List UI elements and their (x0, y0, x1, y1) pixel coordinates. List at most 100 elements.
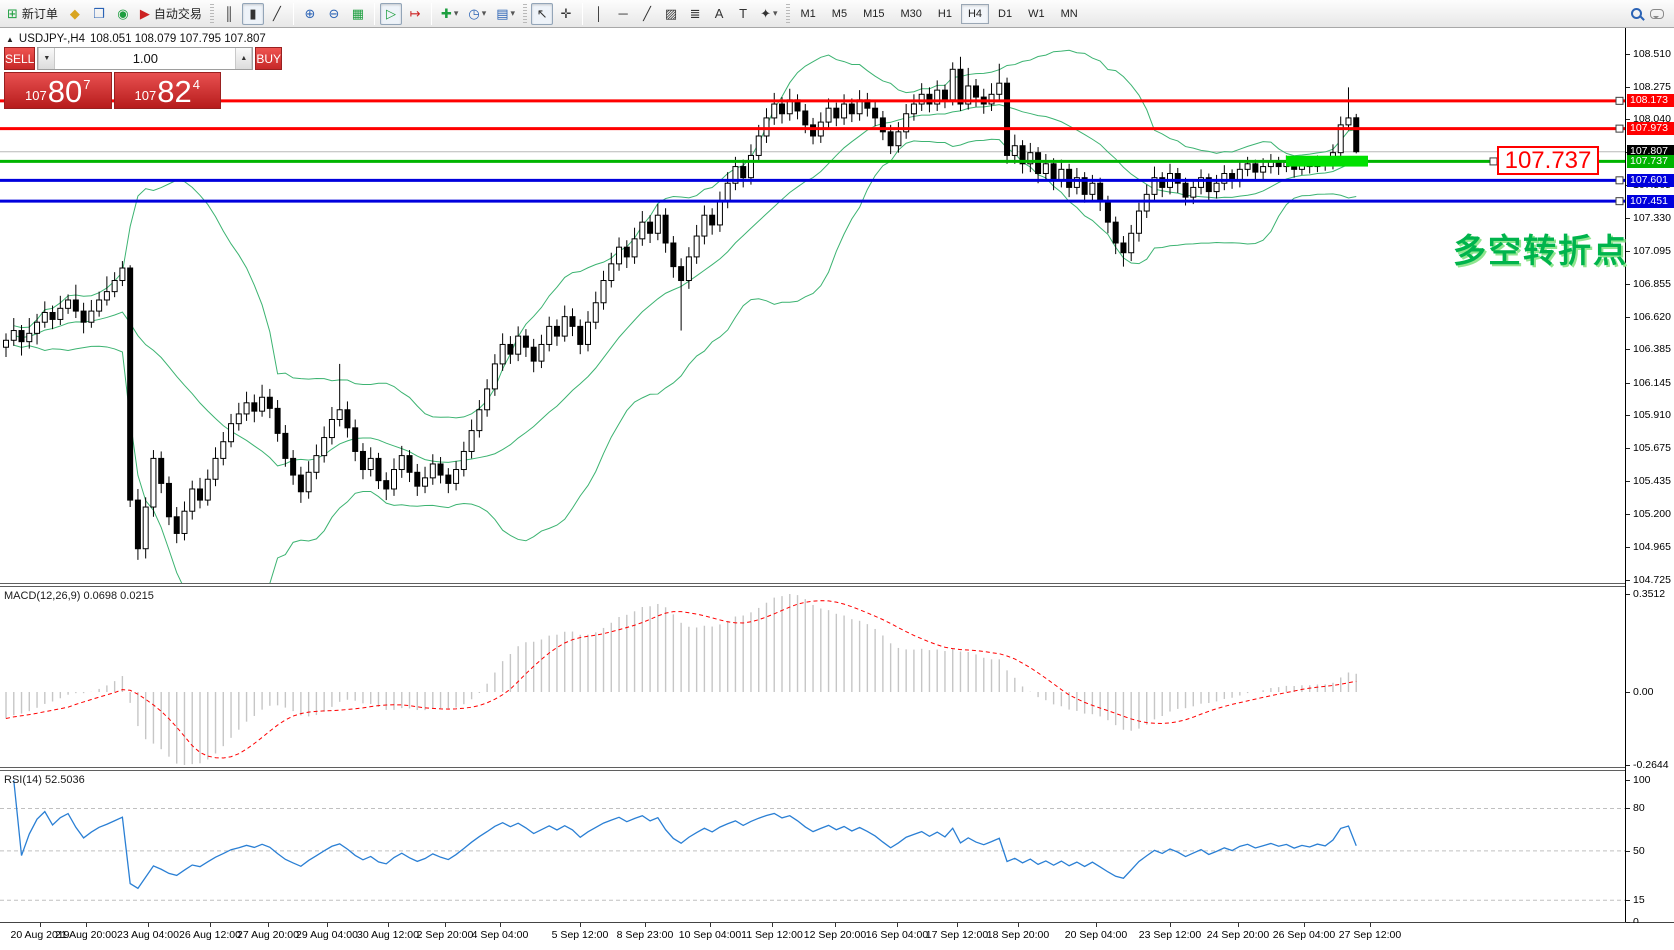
channel-tool-icon[interactable]: ▨ (664, 5, 678, 21)
chevron-down-icon: ▾ (510, 8, 516, 18)
chart-annotation-text[interactable]: 多空转折点 (1453, 232, 1628, 269)
bearish-candle-body (445, 474, 452, 484)
timeframe-m15[interactable]: M15 (863, 7, 885, 20)
time-tick-label: 23 Aug 04:00 (117, 929, 179, 941)
timeframe-m5[interactable]: M5 (831, 7, 848, 20)
chat-icon[interactable] (1650, 8, 1664, 19)
bullish-candle-body (34, 321, 41, 334)
vertical-line-tool-icon[interactable]: │ (595, 6, 604, 21)
arrows-tool-button[interactable]: ✦ ▾ (756, 3, 781, 25)
bullish-candle-body (10, 330, 17, 341)
buy-price-display[interactable]: 107 82 4 (113, 72, 221, 109)
signals-icon[interactable]: ◉ (117, 5, 129, 21)
zoom-in-icon[interactable]: ⊕ (304, 5, 316, 21)
rsi-panel-canvas[interactable] (0, 771, 1625, 922)
templates-button[interactable]: ▤ ▾ (492, 3, 519, 25)
trendline-tool-icon[interactable]: ╱ (643, 5, 651, 21)
time-tick-label: 30 Aug 12:00 (357, 929, 419, 941)
price-axis[interactable]: 108.510108.275108.040107.807107.565107.3… (1625, 28, 1674, 928)
sell-button[interactable]: SELL (4, 47, 36, 70)
cursor-tool-icon[interactable]: ↖ (531, 2, 554, 25)
bar-chart-icon[interactable]: ║ (224, 6, 234, 21)
timeframe-h1[interactable]: H1 (937, 7, 952, 20)
price-tick-label: 106.385 (1633, 343, 1671, 356)
axis-tick (1626, 921, 1630, 923)
buy-button[interactable]: BUY (255, 47, 283, 70)
macd-panel-canvas[interactable] (0, 587, 1625, 767)
terminal-icon[interactable]: ❒ (93, 5, 105, 21)
bullish-candle-body (259, 396, 266, 412)
time-tick-label: 2 Sep 20:00 (416, 929, 474, 941)
bullish-candle-body (639, 221, 646, 240)
text-tool-icon[interactable]: A (714, 6, 724, 21)
price-tick-label: 104.965 (1633, 540, 1671, 553)
bullish-candle-body (949, 68, 956, 101)
bullish-candle-body (367, 457, 374, 471)
bullish-candle-body (631, 238, 638, 258)
autoscroll-icon[interactable]: ▷ (379, 2, 402, 25)
axis-tick (1626, 86, 1630, 88)
bullish-candle-body (243, 402, 250, 415)
volume-input[interactable] (55, 48, 236, 69)
time-tick-label: 26 Sep 04:00 (1272, 929, 1336, 941)
price-tick-label: 106.145 (1633, 376, 1671, 389)
label-tool-icon[interactable]: T (739, 6, 748, 21)
fibonacci-tool-icon[interactable]: ≣ (689, 5, 701, 21)
candlestick-chart-icon[interactable]: ▮ (241, 2, 264, 25)
bullish-candle-body (142, 506, 149, 550)
bullish-candle-body (1027, 152, 1034, 165)
bullish-candle-body (515, 335, 522, 355)
bullish-candle-body (1260, 166, 1267, 173)
price-line-label: 108.173 (1627, 94, 1674, 108)
price-tick-label: 107.095 (1633, 244, 1671, 257)
chart-shift-icon[interactable]: ↦ (409, 5, 421, 21)
sell-price-display[interactable]: 107 80 7 (4, 72, 112, 109)
tile-windows-icon[interactable]: ▦ (351, 5, 365, 21)
panel-splitter[interactable] (0, 767, 1674, 771)
time-axis-tick (1018, 923, 1019, 927)
bullish-candle-body (903, 113, 910, 133)
price-chart-canvas[interactable] (0, 28, 1625, 583)
time-axis-tick (1170, 923, 1171, 927)
sell-price-big: 80 (47, 74, 83, 110)
crosshair-tool-icon[interactable]: ✛ (560, 5, 572, 21)
timeframe-h4[interactable]: H4 (960, 3, 990, 24)
bullish-candle-body (592, 302, 599, 323)
axis-tick (1626, 692, 1630, 693)
market-watch-icon[interactable]: ◆ (69, 5, 80, 21)
price-callout-label[interactable]: 107.737 (1497, 146, 1599, 175)
bullish-candle-body (1190, 186, 1197, 198)
time-axis[interactable]: 20 Aug 2019 21 Aug 20:00 23 Aug 04:00 26 Au… (0, 923, 1674, 950)
bearish-candle-body (623, 246, 630, 258)
price-tick-label: 105.910 (1633, 409, 1671, 422)
timeframe-d1[interactable]: D1 (998, 7, 1013, 20)
bearish-candle-body (344, 409, 351, 429)
indicators-button[interactable]: ✚ ▾ (437, 3, 462, 25)
bullish-candle-body (724, 182, 731, 202)
bearish-candle-body (134, 499, 141, 550)
bullish-candle-body (771, 103, 778, 119)
bollinger-upper-band (13, 49, 1357, 419)
timeframe-mn[interactable]: MN (1060, 7, 1078, 20)
periods-button[interactable]: ◷ ▾ (464, 3, 490, 25)
timeframe-m1[interactable]: M1 (800, 7, 816, 20)
timeframe-w1[interactable]: W1 (1028, 7, 1045, 20)
bearish-candle-body (72, 299, 79, 312)
bullish-candle-body (391, 469, 397, 490)
panel-splitter[interactable] (0, 583, 1674, 587)
collapse-panel-icon[interactable]: ▲ (6, 34, 14, 44)
volume-decrease-button[interactable]: ▼ (38, 48, 56, 69)
time-tick-label: 16 Sep 04:00 (865, 929, 929, 941)
bearish-candle-body (833, 107, 840, 119)
new-order-button[interactable]: ⊞ 新订单 (3, 3, 62, 25)
bearish-candle-body (530, 346, 537, 362)
zoom-out-icon[interactable]: ⊖ (328, 5, 340, 21)
volume-increase-button[interactable]: ▲ (235, 48, 253, 69)
bullish-candle-body (96, 299, 103, 312)
autotrading-button[interactable]: ▶ 自动交易 (136, 3, 206, 25)
price-line-label: 107.601 (1627, 173, 1674, 187)
timeframe-m30[interactable]: M30 (900, 7, 922, 20)
line-chart-icon[interactable]: ╱ (273, 5, 281, 21)
horizontal-line-tool-icon[interactable]: ─ (618, 6, 628, 21)
search-icon[interactable] (1631, 8, 1642, 19)
